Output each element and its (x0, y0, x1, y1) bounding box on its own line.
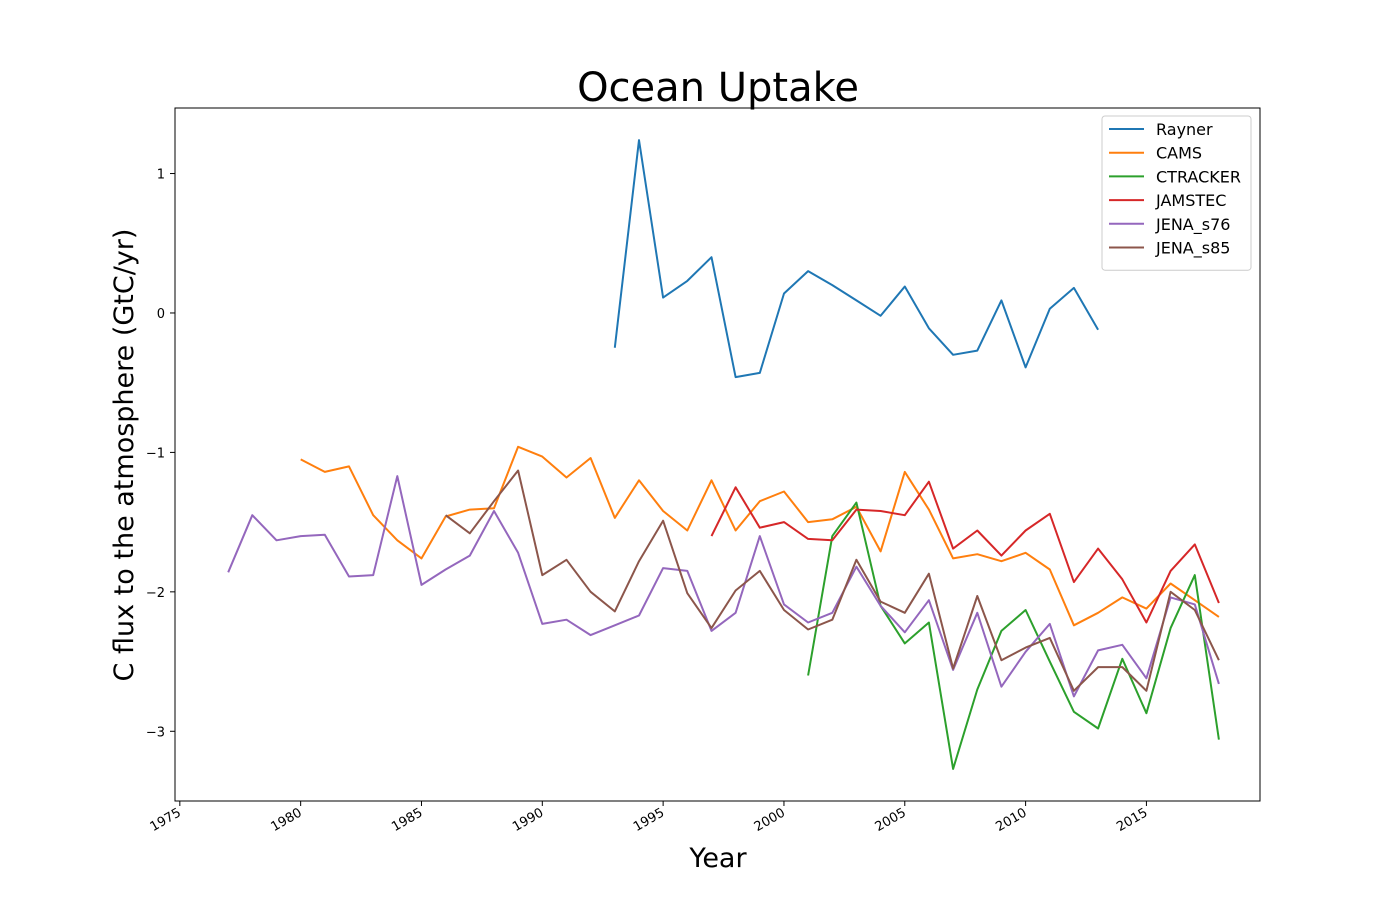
x-axis-label: Year (688, 843, 747, 874)
y-tick-label: 0 (157, 307, 165, 322)
x-tick-label: 2005 (873, 805, 909, 835)
x-axis: 1975 1980 1985 1990 1995 2000 2005 2010 2015 (148, 801, 1150, 835)
y-axis: 1 0 −1 −2 −3 (146, 168, 175, 740)
series-line-rayner (613, 139, 1099, 379)
series-line-cams (300, 445, 1220, 627)
y-tick-label: −1 (146, 446, 165, 461)
series-line-ctracker (807, 501, 1220, 770)
x-tick-label: 2010 (993, 805, 1029, 835)
legend-label-rayner: Rayner (1156, 120, 1213, 139)
series-line-jamstec (710, 480, 1220, 624)
x-tick-label: 1975 (148, 805, 184, 835)
legend-label-jamstec: JAMSTEC (1155, 191, 1226, 210)
x-tick-label: 2000 (752, 805, 788, 835)
chart-title: Ocean Uptake (577, 65, 859, 111)
x-tick-label: 2015 (1114, 805, 1150, 835)
x-tick-label: 1980 (268, 805, 304, 835)
plot-area (227, 139, 1220, 770)
y-axis-label: C flux to the atmosphere (GtC/yr) (109, 229, 140, 682)
y-tick-label: −2 (146, 586, 165, 601)
y-tick-label: −3 (146, 725, 165, 740)
series-line-jena-s85 (445, 469, 1220, 692)
legend-box (1101, 115, 1252, 271)
legend-label-ctracker: CTRACKER (1156, 167, 1241, 186)
x-tick-label: 1995 (631, 805, 667, 835)
legend-label-jena-s85: JENA_s85 (1155, 239, 1230, 259)
x-tick-label: 1990 (510, 805, 546, 835)
legend-label-jena-s76: JENA_s76 (1155, 215, 1230, 235)
legend: Rayner CAMS CTRACKER JAMSTEC JENA_s76 JENA_s8… (1101, 115, 1252, 271)
x-tick-label: 1985 (389, 805, 425, 835)
series-line-jena-s76 (227, 475, 1220, 698)
y-tick-label: 1 (157, 168, 165, 183)
plot-frame (174, 107, 1261, 802)
legend-label-cams: CAMS (1156, 144, 1202, 163)
